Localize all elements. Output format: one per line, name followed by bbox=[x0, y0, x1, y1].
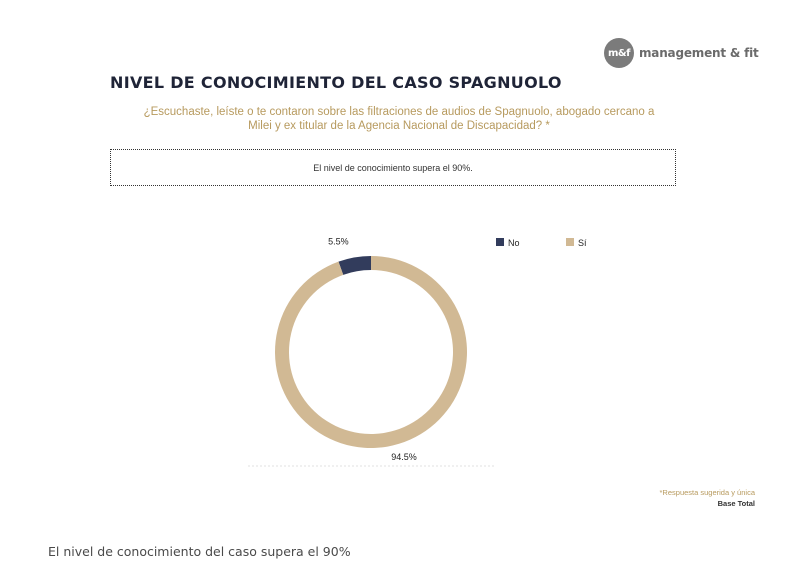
image-caption: El nivel de conocimiento del caso supera… bbox=[48, 544, 351, 559]
highlight-note: El nivel de conocimiento supera el 90%. bbox=[110, 149, 676, 186]
slice-no bbox=[338, 256, 371, 275]
donut-chart: 5.5% 94.5% No Sí bbox=[248, 237, 587, 467]
legend-label-si: Sí bbox=[578, 238, 587, 248]
brand-logo: m&f management & fit bbox=[604, 38, 759, 68]
slide: m&f management & fit NIVEL DE CONOCIMIEN… bbox=[100, 38, 759, 509]
slice-si bbox=[275, 256, 468, 448]
slide-title: NIVEL DE CONOCIMIENTO DEL CASO SPAGNUOLO bbox=[110, 73, 562, 92]
footnote-response-type: *Respuesta sugerida y única bbox=[659, 488, 755, 497]
question-line-1: ¿Escuchaste, leíste o te contaron sobre … bbox=[143, 106, 655, 118]
logo-text: management & fit bbox=[639, 46, 759, 60]
data-label-no: 5.5% bbox=[328, 237, 349, 247]
highlight-note-text: El nivel de conocimiento supera el 90%. bbox=[313, 162, 473, 173]
question-line-2: Milei y ex titular de la Agencia Naciona… bbox=[248, 120, 550, 132]
legend-swatch-si bbox=[566, 238, 574, 246]
logo-badge: m&f bbox=[604, 38, 634, 68]
footnote: *Respuesta sugerida y única Base Total bbox=[660, 487, 755, 509]
data-label-si: 94.5% bbox=[391, 452, 417, 462]
legend-swatch-no bbox=[496, 238, 504, 246]
donut-slices bbox=[275, 256, 468, 448]
survey-question: ¿Escuchaste, leíste o te contaron sobre … bbox=[100, 105, 698, 133]
legend-label-no: No bbox=[508, 238, 520, 248]
footnote-base: Base Total bbox=[717, 499, 755, 508]
chart-legend: No Sí bbox=[496, 238, 587, 248]
data-labels: 5.5% 94.5% bbox=[328, 237, 417, 462]
